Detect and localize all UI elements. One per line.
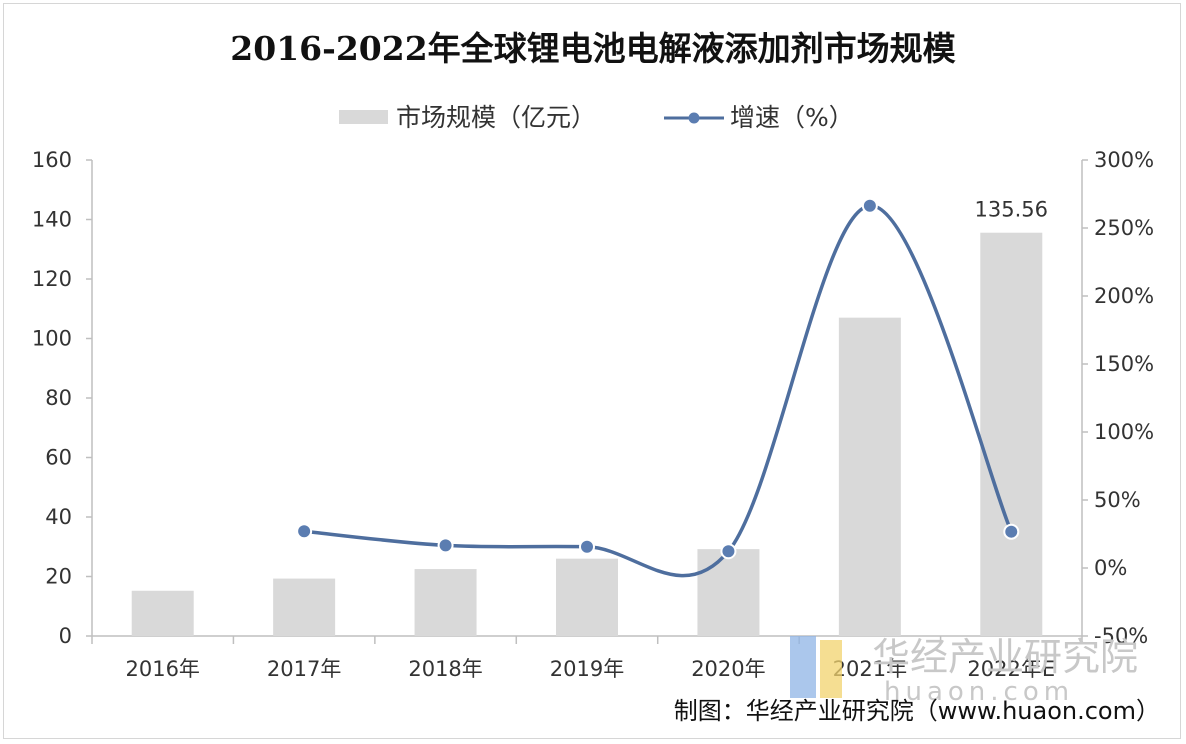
y-right-tick-label: 250%: [1094, 216, 1154, 240]
growth-line: [303, 203, 1013, 578]
bar: [980, 232, 1043, 637]
chart-title: 2016-2022年全球锂电池电解液添加剂市场规模: [230, 29, 956, 68]
legend-line-marker: [688, 112, 700, 124]
legend: 市场规模（亿元） 增速（%）: [339, 103, 854, 132]
y-left-tick-label: 160: [32, 148, 72, 172]
y-right-tick-label: 50%: [1094, 488, 1141, 512]
x-tick-label: 2021年: [833, 657, 907, 681]
y-right-tick-label: 0%: [1094, 556, 1127, 580]
bar: [838, 317, 901, 636]
watermark-logo-blue: [790, 636, 816, 698]
y-left-tick-label: 140: [32, 208, 72, 232]
legend-line-label: 增速（%）: [730, 103, 854, 132]
growth-point: [1003, 523, 1020, 540]
growth-point: [437, 537, 454, 554]
x-tick-label: 2017年: [267, 657, 341, 681]
x-tick-label: 2016年: [125, 657, 199, 681]
chart-frame: [3, 3, 1181, 739]
y-right-tick-label: 300%: [1094, 148, 1154, 172]
y-left-tick-label: 100: [32, 327, 72, 351]
growth-point: [861, 197, 878, 214]
watermark-logo-yellow: [820, 640, 842, 698]
y-left-tick-label: 40: [45, 505, 72, 529]
watermark-text: 华经产业研究院: [872, 635, 1138, 679]
y-left-tick-label: 60: [45, 446, 72, 470]
legend-bar-label: 市场规模（亿元）: [396, 103, 596, 132]
bar: [273, 578, 336, 636]
x-tick-label: 2020年: [691, 657, 765, 681]
growth-point: [579, 538, 595, 555]
y-left-tick-label: 0: [59, 624, 72, 648]
watermark-url: huaon.com: [884, 677, 1074, 707]
y-right-tick-label: 200%: [1094, 284, 1154, 308]
growth-point: [296, 523, 313, 540]
bar: [556, 558, 618, 636]
growth-point: [720, 543, 737, 560]
bar: [131, 590, 194, 636]
y-right-tick-label: 150%: [1094, 352, 1154, 376]
source-note: 制图：华经产业研究院（www.huaon.com）: [674, 697, 1160, 725]
x-tick-label: 2022年E: [967, 657, 1055, 681]
legend-bar-swatch: [339, 110, 388, 124]
bar: [414, 569, 477, 636]
y-right-tick-label: -50%: [1094, 624, 1148, 648]
y-right-tick-label: 100%: [1094, 420, 1154, 444]
plot-area: 0 20 40 60 80 100 120 140 160 -50% 0% 50% 100% 150% 20…: [32, 148, 1154, 681]
y-left-tick-label: 20: [45, 565, 72, 589]
x-tick-label: 2018年: [408, 657, 482, 681]
watermark: 华经产业研究院 huaon.com: [790, 635, 1138, 707]
y-left-tick-label: 80: [45, 386, 72, 410]
y-left-tick-label: 120: [32, 267, 72, 291]
bar-data-label: 135.56: [975, 198, 1048, 222]
x-tick-label: 2019年: [550, 657, 624, 681]
bar: [697, 549, 760, 636]
